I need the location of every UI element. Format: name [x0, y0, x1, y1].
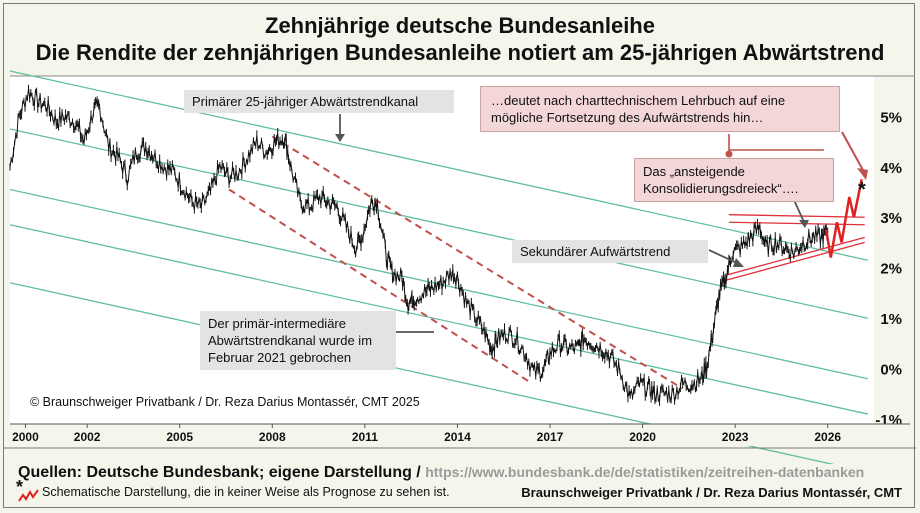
triangle-bottom-line-2	[725, 236, 865, 276]
annotation-secondary-trend: Sekundärer Aufwärtstrend	[512, 240, 708, 263]
connector-pink	[728, 134, 824, 151]
x-tick-label: 2002	[74, 430, 101, 444]
connector-dot	[725, 150, 733, 158]
price-line	[9, 88, 829, 403]
triangle-bottom-line	[725, 241, 865, 281]
copyright-note: © Braunschweiger Privatbank / Dr. Reza D…	[30, 395, 420, 409]
y-tick-label: 0%	[880, 362, 902, 379]
x-tick-label: 2008	[259, 430, 286, 444]
annotation-pink-triangle: Das „ansteigende Konsolidierungsdreieck“…	[634, 158, 834, 202]
arrow-secondary	[708, 249, 740, 265]
triangle-top-line	[728, 214, 865, 218]
zigzag-icon	[18, 489, 39, 502]
triangle-top-line-2	[728, 221, 865, 226]
plot-area	[10, 76, 874, 424]
x-tick-label: 2020	[629, 430, 656, 444]
arrow-primary-head	[335, 134, 345, 142]
arrow-triangle	[793, 199, 805, 223]
arrow-triangle-head	[799, 220, 809, 228]
x-tick-label: 2011	[352, 430, 378, 444]
y-tick-label: 4%	[880, 160, 902, 177]
arrow-secondary-head	[733, 258, 744, 267]
trend-channel-line	[9, 224, 868, 415]
projection-star: *	[858, 179, 866, 201]
sources-label: Quellen: Deutsche Bundesbank; eigene Dar…	[18, 464, 421, 481]
disclaimer-star: *	[16, 477, 24, 497]
sources-url[interactable]: https://www.bundesbank.de/de/statistiken…	[425, 464, 865, 480]
x-tick-label: 2000	[12, 430, 39, 444]
footer-brand: Braunschweiger Privatbank / Dr. Reza Dar…	[521, 485, 902, 500]
chart-title: Zehnjährige deutsche Bundesanleihe Die R…	[4, 12, 916, 66]
y-tick-label: 1%	[880, 311, 902, 328]
x-tick-label: 2026	[814, 430, 841, 444]
x-tick-label: 2023	[722, 430, 749, 444]
sources-line: Quellen: Deutsche Bundesbank; eigene Dar…	[18, 464, 864, 482]
x-tick-label: 2014	[444, 430, 471, 444]
chart-frame: Zehnjährige deutsche Bundesanleihe Die R…	[3, 3, 916, 508]
title-line-2: Die Rendite der zehnjährigen Bundesanlei…	[35, 40, 885, 65]
chart-svg: 5%4%3%2%1%0%-1%2000 2002 2005 2008 2011 2014 2…	[4, 70, 916, 464]
title-line-1: Zehnjährige deutsche Bundesanleihe	[265, 13, 655, 38]
trend-channel-line	[9, 70, 868, 261]
x-axis-band	[10, 424, 910, 446]
annotation-pink-top: …deutet nach charttechnischem Lehrbuch a…	[480, 86, 840, 132]
x-tick-label: 2005	[166, 430, 193, 444]
annotation-broken-channel: Der primär-intermediäre Abwärtstrendkana…	[200, 311, 396, 370]
annotation-primary-channel: Primärer 25-jähriger Abwärtstrendkanal	[184, 90, 454, 113]
y-tick-label: 5%	[880, 109, 902, 126]
projection-zigzag	[824, 179, 863, 258]
disclaimer-text: Schematische Darstellung, die in keiner …	[42, 485, 450, 499]
y-tick-label: 3%	[880, 210, 902, 227]
y-tick-label: 2%	[880, 261, 902, 278]
dashed-channel-upper	[271, 135, 684, 390]
arrow-pink-head	[857, 168, 868, 180]
arrow-pink	[841, 131, 865, 173]
x-tick-label: 2017	[537, 430, 564, 444]
